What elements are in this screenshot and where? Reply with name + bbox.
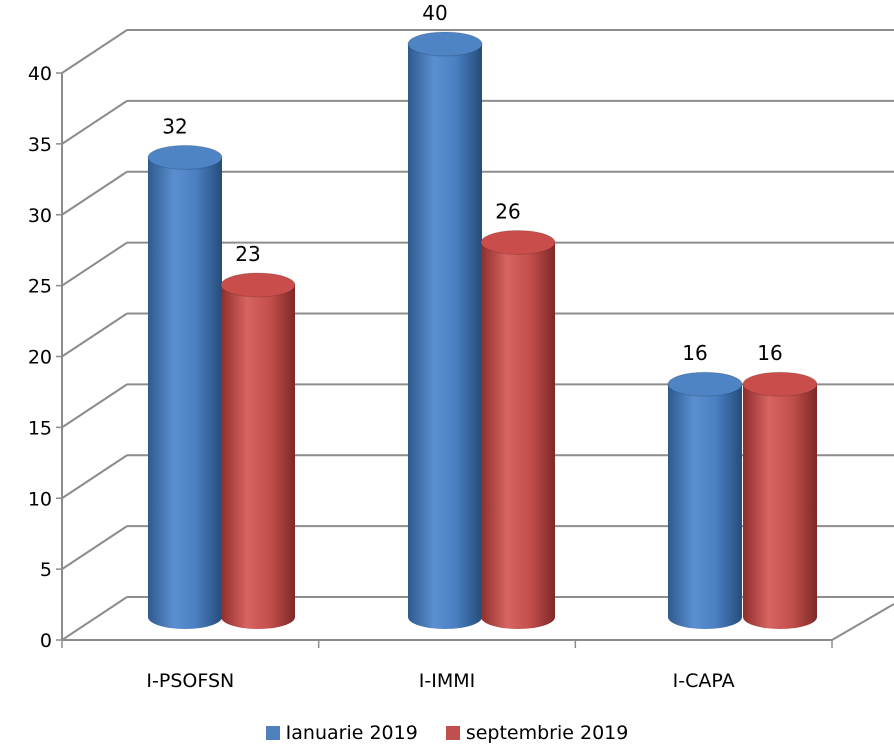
y-tick-label: 35 [28, 134, 52, 156]
data-label: 23 [235, 242, 260, 266]
data-label: 40 [422, 1, 447, 25]
bar-top [667, 371, 743, 397]
y-tick-label: 20 [28, 347, 52, 369]
bar-body [148, 157, 222, 629]
gridline-side [61, 170, 128, 216]
gridline-side [61, 596, 128, 641]
legend-item-series-2: septembrie 2019 [445, 722, 629, 744]
bar [220, 272, 296, 629]
bar [480, 229, 556, 629]
bars [147, 31, 818, 629]
legend-swatch-series-2 [445, 726, 460, 740]
data-label: 32 [162, 114, 187, 138]
y-tick-label: 40 [28, 63, 52, 85]
y-tick-label: 15 [28, 417, 52, 439]
gridline-side [61, 29, 128, 74]
gridline-side [61, 312, 128, 358]
y-tick-label: 10 [28, 488, 52, 510]
y-tick-label: 25 [28, 276, 52, 298]
bar [407, 31, 483, 629]
bar [742, 371, 818, 629]
gridline-side [61, 100, 128, 145]
x-axis: I-PSOFSN I-IMMI I-CAPA [61, 640, 833, 692]
legend-swatch-series-1 [265, 726, 280, 740]
x-tick-label: I-PSOFSN [146, 670, 234, 692]
y-tick-label: 0 [40, 630, 52, 652]
data-label: 16 [757, 341, 782, 365]
bar [147, 144, 223, 629]
bar-top [147, 144, 223, 170]
gridline-side [61, 525, 128, 570]
data-label: 16 [682, 341, 707, 365]
legend-label-series-2: septembrie 2019 [465, 722, 629, 744]
y-tick-label: 30 [28, 205, 52, 227]
bar [667, 371, 743, 629]
x-tick-label: I-IMMI [419, 670, 475, 692]
legend-item-series-1: Ianuarie 2019 [265, 722, 418, 744]
data-labels: 32 23 40 26 16 16 [162, 1, 782, 365]
bar-body [743, 384, 817, 629]
floor-edge [831, 603, 894, 641]
bar-body [481, 242, 555, 629]
gridline-side [61, 241, 128, 287]
bar-top [407, 31, 483, 57]
y-axis: 0 5 10 15 20 25 30 35 40 [28, 63, 832, 652]
bar-body [221, 284, 295, 629]
legend-label-series-1: Ianuarie 2019 [285, 722, 418, 744]
gridline-side [61, 454, 128, 500]
bar-body [408, 44, 482, 629]
bar-body [668, 384, 742, 629]
data-label: 26 [495, 199, 520, 223]
x-tick-label: I-CAPA [673, 670, 735, 692]
bar-top [220, 272, 296, 298]
bar-top [742, 371, 818, 397]
y-tick-label: 5 [40, 559, 52, 581]
bar-top [480, 229, 556, 255]
gridline-side [61, 383, 128, 429]
legend: Ianuarie 2019 septembrie 2019 [0, 722, 894, 744]
